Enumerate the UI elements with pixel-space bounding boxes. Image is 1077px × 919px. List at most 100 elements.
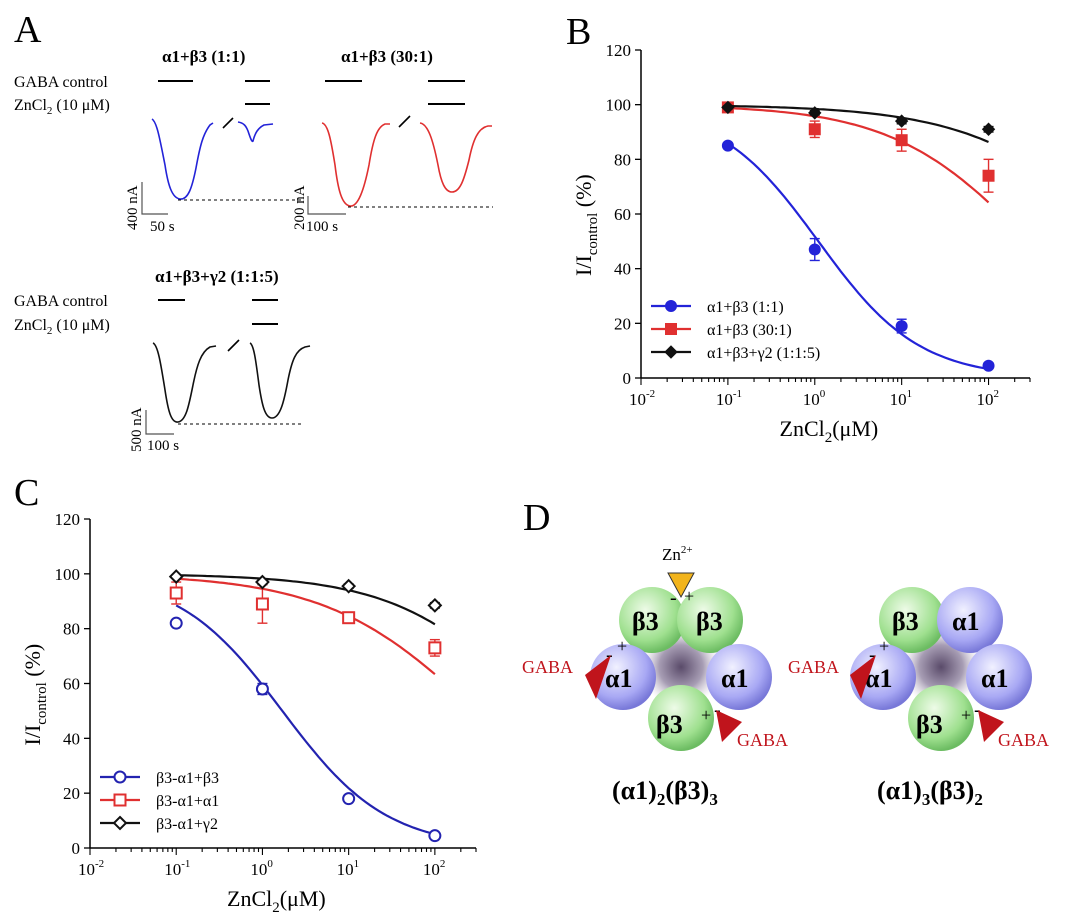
- trace-a1b3-30to1-gaba: [321, 122, 390, 207]
- y-tick-label: 60: [63, 675, 80, 694]
- data-point: [168, 569, 184, 584]
- scale-bars: [141, 182, 346, 435]
- scale-y-label-2: 200 nA: [292, 185, 308, 230]
- series-1: [721, 101, 995, 204]
- fit-line: [727, 142, 989, 371]
- y-axis-label: I/Icontrol (%): [20, 644, 50, 746]
- data-point: [255, 574, 270, 590]
- data-point: [895, 320, 908, 333]
- data-point: [113, 770, 127, 784]
- gaba-arrow-icon: [978, 710, 1004, 742]
- data-point: [981, 122, 996, 136]
- legend-label: β3-α1+γ2: [156, 816, 218, 833]
- panel-letter-b: B: [566, 11, 591, 53]
- sign: +: [879, 636, 889, 656]
- legend-label: α1+β3 (30:1): [707, 322, 792, 339]
- data-point: [982, 359, 995, 372]
- data-point: [255, 597, 269, 611]
- data-point: [169, 586, 183, 600]
- gaba-label: GABA: [788, 657, 839, 677]
- legend-label: α1+β3 (1:1): [707, 299, 784, 316]
- y-tick-label: 100: [55, 565, 81, 584]
- gaba-label: GABA: [998, 730, 1049, 750]
- x-tick-label: 10-1: [164, 858, 190, 879]
- chart-b: 0 20 40 60 80 100 120 10-2 10-1 100 101 102 ZnCl2(μM…: [571, 41, 1031, 446]
- subunit-alpha1-top-right: [937, 587, 1003, 653]
- gaba-arrow-icon: [850, 655, 876, 699]
- label-beta3: β3: [696, 607, 723, 636]
- y-axis-label: I/Icontrol (%): [571, 174, 601, 276]
- data-point: [341, 578, 357, 594]
- data-point: [427, 597, 443, 613]
- data-point: [428, 641, 442, 655]
- subunit-alpha1-left: [850, 644, 916, 710]
- sign: +: [684, 586, 694, 606]
- stoichiometry-left: (α1)2(β3)3: [612, 776, 718, 809]
- legend-label: β3-α1+β3: [156, 770, 219, 787]
- gaba-control-label-bottom: GABA control: [14, 293, 108, 310]
- gaba-label: GABA: [737, 730, 788, 750]
- y-tick-label: 0: [623, 369, 632, 388]
- sign: -: [670, 587, 677, 609]
- panel-letter-d: D: [523, 497, 550, 539]
- data-point: [342, 792, 356, 806]
- data-point: [895, 134, 908, 147]
- x-tick-label: 101: [890, 388, 913, 409]
- subunit-beta3-bottom: [908, 685, 974, 751]
- label-beta3: β3: [916, 710, 943, 739]
- scale-y-label-1: 400 nA: [125, 185, 141, 230]
- sign: +: [617, 636, 627, 656]
- y-tick-label: 40: [63, 729, 80, 748]
- zn-triangle-icon: [667, 572, 695, 599]
- data-point: [721, 100, 735, 115]
- panel-a-title-1: α1+β3 (1:1): [162, 47, 245, 66]
- legend-label: α1+β3+γ2 (1:1:5): [707, 345, 820, 362]
- sign: -: [974, 699, 981, 721]
- data-point: [665, 323, 677, 335]
- gaba-control-label-top: GABA control: [14, 74, 108, 91]
- panel-a: A α1+β3 (1:1) α1+β3 (30:1) α1+β3+γ2 (1:1…: [14, 9, 493, 454]
- panel-d: D β3 β3 α1 α1 β3 - + + - + - Zn2+ GABA G…: [522, 497, 1049, 809]
- sign: -: [869, 644, 876, 666]
- data-point: [112, 815, 128, 831]
- chart-c: 0 20 40 60 80 100 120 10-2 10-1 100 101 102 ZnCl2(μM…: [20, 510, 477, 916]
- fit-line: [176, 577, 436, 676]
- sign: +: [701, 705, 711, 725]
- gaba-arrow-icon: [585, 655, 611, 699]
- y-tick-label: 100: [606, 96, 632, 115]
- trace-a1b3-1to1-zn: [237, 121, 274, 143]
- label-beta3: β3: [892, 607, 919, 636]
- subunit-beta3-bottom: [648, 685, 714, 751]
- label-alpha1: α1: [605, 664, 633, 693]
- panel-a-title-2: α1+β3 (30:1): [341, 47, 433, 66]
- subunit-beta3-left-top: [619, 587, 685, 653]
- scale-x-label-1: 50 s: [150, 219, 175, 235]
- x-tick-label: 10-2: [629, 388, 655, 409]
- y-tick-label: 20: [614, 314, 631, 333]
- panel-a-title-3: α1+β3+γ2 (1:1:5): [155, 267, 279, 286]
- data-point: [113, 793, 127, 807]
- series-0: [721, 139, 995, 372]
- data-point: [169, 616, 183, 630]
- data-point: [665, 300, 677, 312]
- subunit-beta3-top-left: [879, 587, 945, 653]
- dashed-reference-lines: [178, 199, 493, 425]
- zncl2-label-top: ZnCl2 (10 μM): [14, 97, 110, 117]
- y-tick-label: 60: [614, 205, 631, 224]
- y-tick-label: 120: [55, 510, 81, 529]
- label-beta3: β3: [632, 607, 659, 636]
- sign: +: [961, 705, 971, 725]
- application-bars: [158, 80, 465, 325]
- data-point: [808, 243, 821, 256]
- x-tick-label: 10-2: [78, 858, 104, 879]
- series-2: [721, 100, 996, 144]
- subunit-alpha1-right: [966, 644, 1032, 710]
- trace-a1b3g2-gaba: [152, 342, 217, 423]
- fit-line: [727, 104, 989, 144]
- x-tick-label: 100: [250, 858, 273, 879]
- data-point: [721, 139, 734, 152]
- stoichiometry-right: (α1)3(β3)2: [877, 776, 983, 809]
- pentamer-right: β3 α1 α1 α1 β3 + - + - GABA GABA (α1)3(β…: [788, 587, 1049, 809]
- legend: β3-α1+β3 β3-α1+α1 β3-α1+γ2: [100, 770, 219, 833]
- x-axis-label: ZnCl2(μM): [227, 886, 326, 916]
